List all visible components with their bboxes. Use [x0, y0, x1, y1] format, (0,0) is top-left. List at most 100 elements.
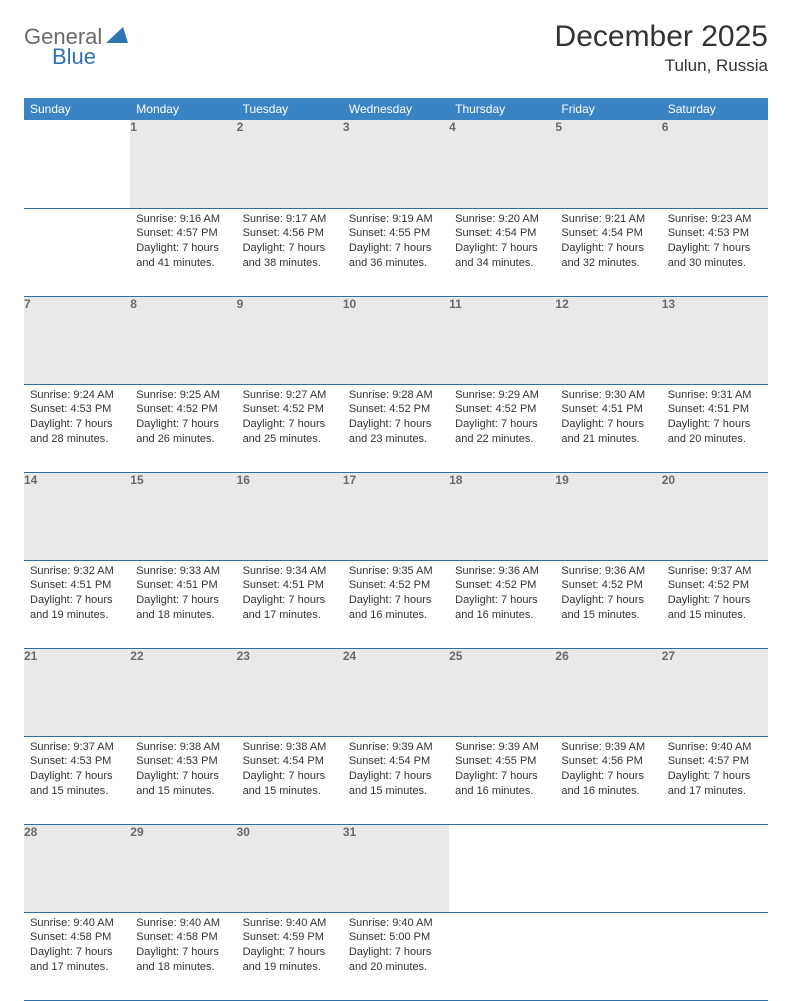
day-number-cell: 8: [130, 296, 236, 384]
day-number-cell: 30: [237, 824, 343, 912]
day-number-cell: 26: [555, 648, 661, 736]
day-body-cell: [449, 912, 555, 1000]
day-details: Sunrise: 9:39 AMSunset: 4:54 PMDaylight:…: [343, 737, 449, 803]
calendar-table: SundayMondayTuesdayWednesdayThursdayFrid…: [24, 98, 768, 1001]
brand-part2: Blue: [52, 44, 96, 69]
weekday-header: Tuesday: [237, 98, 343, 120]
day-body-cell: Sunrise: 9:40 AMSunset: 4:57 PMDaylight:…: [662, 736, 768, 824]
day-body-cell: Sunrise: 9:33 AMSunset: 4:51 PMDaylight:…: [130, 560, 236, 648]
day-details: Sunrise: 9:19 AMSunset: 4:55 PMDaylight:…: [343, 209, 449, 275]
title-block: December 2025 Tulun, Russia: [555, 20, 768, 76]
day-number-cell: 28: [24, 824, 130, 912]
day-details: Sunrise: 9:36 AMSunset: 4:52 PMDaylight:…: [555, 561, 661, 627]
day-number-cell: 20: [662, 472, 768, 560]
day-body-cell: [662, 912, 768, 1000]
day-details: Sunrise: 9:40 AMSunset: 5:00 PMDaylight:…: [343, 913, 449, 979]
day-number-cell: 16: [237, 472, 343, 560]
day-number-cell: 18: [449, 472, 555, 560]
day-body-cell: Sunrise: 9:32 AMSunset: 4:51 PMDaylight:…: [24, 560, 130, 648]
day-number-cell: 24: [343, 648, 449, 736]
day-body-cell: Sunrise: 9:37 AMSunset: 4:53 PMDaylight:…: [24, 736, 130, 824]
day-number-cell: [555, 824, 661, 912]
day-body-cell: Sunrise: 9:39 AMSunset: 4:54 PMDaylight:…: [343, 736, 449, 824]
day-details: Sunrise: 9:39 AMSunset: 4:55 PMDaylight:…: [449, 737, 555, 803]
day-details: Sunrise: 9:31 AMSunset: 4:51 PMDaylight:…: [662, 385, 768, 451]
brand-part2-wrap: Blue: [24, 44, 96, 70]
weekday-header: Friday: [555, 98, 661, 120]
day-number-cell: [24, 120, 130, 208]
day-number-cell: 2: [237, 120, 343, 208]
day-details: Sunrise: 9:40 AMSunset: 4:58 PMDaylight:…: [130, 913, 236, 979]
day-number-cell: 27: [662, 648, 768, 736]
day-body-cell: Sunrise: 9:38 AMSunset: 4:53 PMDaylight:…: [130, 736, 236, 824]
day-body-cell: Sunrise: 9:36 AMSunset: 4:52 PMDaylight:…: [449, 560, 555, 648]
day-number-cell: 5: [555, 120, 661, 208]
weekday-header: Monday: [130, 98, 236, 120]
day-number-cell: 15: [130, 472, 236, 560]
day-body-cell: Sunrise: 9:40 AMSunset: 4:58 PMDaylight:…: [24, 912, 130, 1000]
day-details: Sunrise: 9:40 AMSunset: 4:59 PMDaylight:…: [237, 913, 343, 979]
day-body-cell: Sunrise: 9:16 AMSunset: 4:57 PMDaylight:…: [130, 208, 236, 296]
weekday-header: Saturday: [662, 98, 768, 120]
day-details: Sunrise: 9:30 AMSunset: 4:51 PMDaylight:…: [555, 385, 661, 451]
brand-triangle-icon: [106, 27, 128, 48]
day-details: Sunrise: 9:25 AMSunset: 4:52 PMDaylight:…: [130, 385, 236, 451]
day-details: Sunrise: 9:27 AMSunset: 4:52 PMDaylight:…: [237, 385, 343, 451]
day-body-cell: Sunrise: 9:40 AMSunset: 4:58 PMDaylight:…: [130, 912, 236, 1000]
day-details: Sunrise: 9:24 AMSunset: 4:53 PMDaylight:…: [24, 385, 130, 451]
day-body-cell: Sunrise: 9:24 AMSunset: 4:53 PMDaylight:…: [24, 384, 130, 472]
day-details: Sunrise: 9:33 AMSunset: 4:51 PMDaylight:…: [130, 561, 236, 627]
day-details: Sunrise: 9:32 AMSunset: 4:51 PMDaylight:…: [24, 561, 130, 627]
day-details: Sunrise: 9:40 AMSunset: 4:58 PMDaylight:…: [24, 913, 130, 979]
day-body-cell: [24, 208, 130, 296]
day-number-cell: 12: [555, 296, 661, 384]
day-body-cell: Sunrise: 9:21 AMSunset: 4:54 PMDaylight:…: [555, 208, 661, 296]
day-details: Sunrise: 9:23 AMSunset: 4:53 PMDaylight:…: [662, 209, 768, 275]
day-number-cell: 6: [662, 120, 768, 208]
header: General December 2025 Tulun, Russia: [24, 20, 768, 76]
day-body-cell: Sunrise: 9:31 AMSunset: 4:51 PMDaylight:…: [662, 384, 768, 472]
day-number-cell: 17: [343, 472, 449, 560]
day-body-cell: Sunrise: 9:37 AMSunset: 4:52 PMDaylight:…: [662, 560, 768, 648]
day-number-cell: 22: [130, 648, 236, 736]
day-details: Sunrise: 9:21 AMSunset: 4:54 PMDaylight:…: [555, 209, 661, 275]
day-number-cell: 19: [555, 472, 661, 560]
day-body-cell: Sunrise: 9:27 AMSunset: 4:52 PMDaylight:…: [237, 384, 343, 472]
day-body-row: Sunrise: 9:16 AMSunset: 4:57 PMDaylight:…: [24, 208, 768, 296]
day-body-cell: Sunrise: 9:40 AMSunset: 4:59 PMDaylight:…: [237, 912, 343, 1000]
weekday-header: Thursday: [449, 98, 555, 120]
day-body-cell: Sunrise: 9:20 AMSunset: 4:54 PMDaylight:…: [449, 208, 555, 296]
day-number-row: 78910111213: [24, 296, 768, 384]
day-body-cell: Sunrise: 9:28 AMSunset: 4:52 PMDaylight:…: [343, 384, 449, 472]
day-body-row: Sunrise: 9:37 AMSunset: 4:53 PMDaylight:…: [24, 736, 768, 824]
day-number-cell: 21: [24, 648, 130, 736]
day-number-cell: 23: [237, 648, 343, 736]
day-details: Sunrise: 9:39 AMSunset: 4:56 PMDaylight:…: [555, 737, 661, 803]
weekday-header: Sunday: [24, 98, 130, 120]
day-details: Sunrise: 9:29 AMSunset: 4:52 PMDaylight:…: [449, 385, 555, 451]
day-details: Sunrise: 9:28 AMSunset: 4:52 PMDaylight:…: [343, 385, 449, 451]
day-body-cell: Sunrise: 9:35 AMSunset: 4:52 PMDaylight:…: [343, 560, 449, 648]
day-details: Sunrise: 9:20 AMSunset: 4:54 PMDaylight:…: [449, 209, 555, 275]
day-details: Sunrise: 9:35 AMSunset: 4:52 PMDaylight:…: [343, 561, 449, 627]
day-body-cell: Sunrise: 9:25 AMSunset: 4:52 PMDaylight:…: [130, 384, 236, 472]
day-body-cell: Sunrise: 9:29 AMSunset: 4:52 PMDaylight:…: [449, 384, 555, 472]
day-details: Sunrise: 9:38 AMSunset: 4:54 PMDaylight:…: [237, 737, 343, 803]
day-body-cell: Sunrise: 9:17 AMSunset: 4:56 PMDaylight:…: [237, 208, 343, 296]
day-details: Sunrise: 9:37 AMSunset: 4:53 PMDaylight:…: [24, 737, 130, 803]
day-details: Sunrise: 9:34 AMSunset: 4:51 PMDaylight:…: [237, 561, 343, 627]
calendar-header-row: SundayMondayTuesdayWednesdayThursdayFrid…: [24, 98, 768, 120]
day-body-cell: Sunrise: 9:40 AMSunset: 5:00 PMDaylight:…: [343, 912, 449, 1000]
weekday-header: Wednesday: [343, 98, 449, 120]
day-body-cell: Sunrise: 9:23 AMSunset: 4:53 PMDaylight:…: [662, 208, 768, 296]
day-number-row: 123456: [24, 120, 768, 208]
day-body-row: Sunrise: 9:40 AMSunset: 4:58 PMDaylight:…: [24, 912, 768, 1000]
day-number-cell: 13: [662, 296, 768, 384]
day-number-cell: 4: [449, 120, 555, 208]
day-body-cell: Sunrise: 9:19 AMSunset: 4:55 PMDaylight:…: [343, 208, 449, 296]
day-body-cell: Sunrise: 9:36 AMSunset: 4:52 PMDaylight:…: [555, 560, 661, 648]
day-body-cell: [555, 912, 661, 1000]
day-number-cell: 9: [237, 296, 343, 384]
day-number-cell: 7: [24, 296, 130, 384]
day-details: Sunrise: 9:17 AMSunset: 4:56 PMDaylight:…: [237, 209, 343, 275]
